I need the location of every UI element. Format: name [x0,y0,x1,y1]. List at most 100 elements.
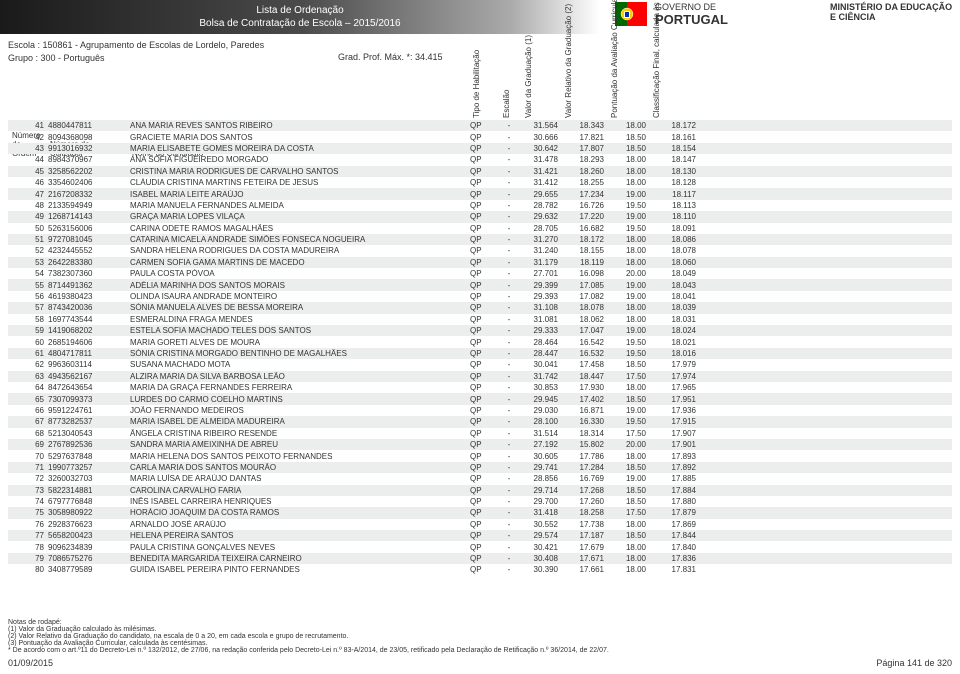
cell-valor-grad: 30.421 [520,543,560,552]
cell-classificacao: 17.893 [648,452,698,461]
escola-line: Escola : 150861 - Agrupamento de Escolas… [8,40,952,50]
cell-tipo: QP [468,406,498,415]
cell-nome: JOÃO FERNANDO MEDEIROS [128,406,468,415]
cell-valor-grad: 29.632 [520,212,560,221]
hdr-ordem: Número deOrdem [8,91,46,118]
cell-escalao: - [498,258,520,267]
cell-escalao: - [498,497,520,506]
table-row: 428094368098GRACIETE MARIA DOS SANTOSQP-… [8,131,952,142]
cell-tipo: QP [468,474,498,483]
cell-utilizador: 8984370967 [46,155,128,164]
cell-pontuacao: 17.50 [606,429,648,438]
table-row: 414880447811ANA MARIA REVES SANTOS RIBEI… [8,120,952,131]
page: { "doc": { "title1": "Lista de Ordenação… [0,0,960,674]
note-3: (3) Pontuação da Avaliação Curricular, c… [8,640,952,647]
cell-utilizador: 4880447811 [46,121,128,130]
cell-pontuacao: 18.50 [606,360,648,369]
hdr-valor-rel: Valor Relativo da Graduação (2) [560,62,606,118]
cell-valor-rel: 17.738 [560,520,606,529]
cell-classificacao: 18.041 [648,292,698,301]
cell-utilizador: 8743420036 [46,303,128,312]
cell-escalao: - [498,360,520,369]
cell-escalao: - [498,508,520,517]
table-row: 775658200423HELENA PEREIRA SANTOSQP-29.5… [8,530,952,541]
cell-escalao: - [498,406,520,415]
cell-valor-grad: 28.705 [520,224,560,233]
footnotes: Notas de rodapé: (1) Valor da Graduação … [8,619,952,654]
cell-nome: MARIA HELENA DOS SANTOS PEIXOTO FERNANDE… [128,452,468,461]
cell-classificacao: 17.901 [648,440,698,449]
cell-utilizador: 9727081045 [46,235,128,244]
hdr-pontuacao: Pontuação da Avaliação Curricular (3) [606,62,648,118]
table-row: 482133594949MARIA MANUELA FERNANDES ALME… [8,200,952,211]
cell-tipo: QP [468,224,498,233]
cell-valor-grad: 29.574 [520,531,560,540]
table-row: 602685194606MARIA GORETI ALVES DE MOURAQ… [8,336,952,347]
cell-nome: ISABEL MARIA LEITE ARAÚJO [128,190,468,199]
cell-classificacao: 18.117 [648,190,698,199]
cell-nome: OLINDA ISAURA ANDRADE MONTEIRO [128,292,468,301]
cell-nome: CRISTINA MARIA RODRIGUES DE CARVALHO SAN… [128,167,468,176]
cell-nome: MARIA GORETI ALVES DE MOURA [128,338,468,347]
cell-ordem: 55 [8,281,46,290]
cell-valor-rel: 18.078 [560,303,606,312]
table-row: 629963603114SUSANA MACHADO MOTAQP-30.041… [8,359,952,370]
cell-tipo: QP [468,508,498,517]
cell-valor-grad: 31.421 [520,167,560,176]
doc-title-line2: Bolsa de Contratação de Escola – 2015/20… [199,18,400,29]
cell-classificacao: 17.831 [648,565,698,574]
cell-tipo: QP [468,554,498,563]
cell-classificacao: 17.880 [648,497,698,506]
cell-escalao: - [498,303,520,312]
cell-ordem: 42 [8,133,46,142]
table-row: 463354602406CLÁUDIA CRISTINA MARTINS FET… [8,177,952,188]
cell-ordem: 59 [8,326,46,335]
cell-ordem: 65 [8,395,46,404]
cell-classificacao: 17.951 [648,395,698,404]
cell-utilizador: 2928376623 [46,520,128,529]
cell-classificacao: 17.869 [648,520,698,529]
cell-valor-rel: 18.314 [560,429,606,438]
footer-date: 01/09/2015 [8,658,53,668]
table-row: 519727081045CATARINA MICAELA ANDRADE SIM… [8,234,952,245]
cell-escalao: - [498,190,520,199]
cell-valor-rel: 17.930 [560,383,606,392]
note-1: (1) Valor da Graduação calculado às milé… [8,626,952,633]
cell-classificacao: 18.016 [648,349,698,358]
cell-valor-grad: 27.701 [520,269,560,278]
cell-valor-rel: 17.234 [560,190,606,199]
cell-valor-grad: 31.270 [520,235,560,244]
cell-valor-rel: 18.119 [560,258,606,267]
cell-valor-rel: 17.402 [560,395,606,404]
cell-nome: ANA SOFIA FIGUEIREDO MORGADO [128,155,468,164]
cell-pontuacao: 18.00 [606,155,648,164]
cell-valor-grad: 31.514 [520,429,560,438]
cell-classificacao: 18.130 [648,167,698,176]
cell-valor-grad: 30.642 [520,144,560,153]
cell-utilizador: 2133594949 [46,201,128,210]
cell-utilizador: 3258562202 [46,167,128,176]
cell-utilizador: 2167208332 [46,190,128,199]
cell-pontuacao: 18.00 [606,554,648,563]
cell-escalao: - [498,531,520,540]
table-row: 669591224761JOÃO FERNANDO MEDEIROSQP-29.… [8,405,952,416]
gov-line1: GOVERNO DE [655,2,728,12]
cell-pontuacao: 19.00 [606,326,648,335]
cell-nome: CARINA ODETE RAMOS MAGALHÃES [128,224,468,233]
cell-ordem: 73 [8,486,46,495]
cell-valor-rel: 17.679 [560,543,606,552]
cell-pontuacao: 19.00 [606,292,648,301]
cell-nome: MARIA MANUELA FERNANDES ALMEIDA [128,201,468,210]
cell-valor-rel: 18.343 [560,121,606,130]
cell-valor-rel: 16.682 [560,224,606,233]
cell-tipo: QP [468,190,498,199]
cell-utilizador: 5263156006 [46,224,128,233]
table-row: 753058980922HORÁCIO JOAQUIM DA COSTA RAM… [8,507,952,518]
cell-tipo: QP [468,440,498,449]
cell-tipo: QP [468,281,498,290]
cell-ordem: 69 [8,440,46,449]
cell-valor-grad: 30.408 [520,554,560,563]
hdr-escalao: Escalão [498,62,520,118]
cell-utilizador: 8714491362 [46,281,128,290]
cell-ordem: 50 [8,224,46,233]
